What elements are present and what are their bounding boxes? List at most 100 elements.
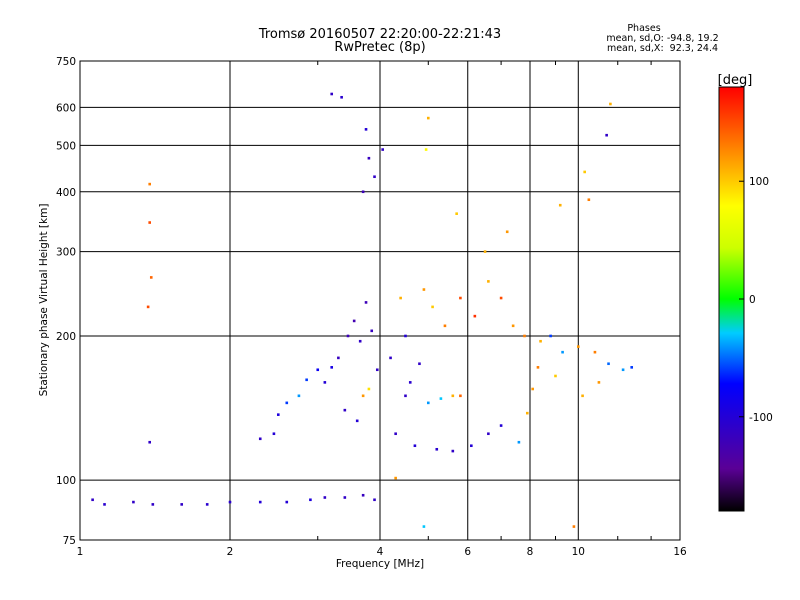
data-point xyxy=(621,368,625,372)
data-point xyxy=(525,411,529,415)
data-point xyxy=(361,394,365,398)
chart-subtitle: RwPretec (8p) xyxy=(334,40,426,55)
data-point xyxy=(272,432,276,436)
colorbar-tick-label: 0 xyxy=(749,294,756,306)
data-point xyxy=(523,334,526,338)
data-point xyxy=(148,182,152,186)
data-point xyxy=(607,362,610,366)
y-tick-labels: 75 100 200 300 400 500 600 750 xyxy=(56,56,76,547)
data-point xyxy=(148,221,152,224)
data-point xyxy=(439,397,443,400)
data-point xyxy=(367,387,371,391)
data-point xyxy=(418,362,421,366)
data-point xyxy=(323,496,327,499)
colorbar-tick-label: -100 xyxy=(749,412,773,424)
colorbar-label: [deg] xyxy=(718,73,753,88)
x-tick-labels: 1 2 4 6 8 10 16 xyxy=(77,546,687,558)
data-points xyxy=(91,92,634,528)
data-point xyxy=(443,324,447,328)
data-point xyxy=(330,366,334,369)
y-tick-label: 100 xyxy=(56,475,76,487)
data-point xyxy=(132,500,135,504)
data-point xyxy=(337,356,340,360)
data-point xyxy=(364,128,368,131)
data-point xyxy=(370,329,374,333)
data-point xyxy=(340,95,343,99)
data-point xyxy=(499,296,503,300)
x-tick-label: 8 xyxy=(527,546,534,558)
x-tick-label: 2 xyxy=(227,546,234,558)
data-point xyxy=(148,440,152,444)
data-point xyxy=(91,498,94,502)
data-point xyxy=(593,350,597,354)
y-tick-label: 300 xyxy=(56,247,76,259)
data-point xyxy=(487,280,490,283)
colorbar-ticks: 100 0 -100 xyxy=(739,176,773,424)
data-point xyxy=(408,381,412,384)
data-point xyxy=(151,503,155,506)
data-point xyxy=(609,102,612,106)
data-point xyxy=(323,381,327,384)
x-tick-label: 10 xyxy=(572,546,585,558)
data-point xyxy=(587,198,591,202)
data-point xyxy=(297,394,301,398)
plot-frame xyxy=(79,60,681,541)
data-point xyxy=(539,339,542,343)
y-tick-label: 750 xyxy=(56,56,76,68)
y-tick-label: 500 xyxy=(56,140,76,152)
data-point xyxy=(404,334,407,338)
data-point xyxy=(375,368,379,372)
data-point xyxy=(373,498,376,502)
data-point xyxy=(276,413,280,416)
x-tick-label: 4 xyxy=(377,546,384,558)
phases-heading: Phases xyxy=(627,23,661,34)
data-point xyxy=(605,133,608,137)
data-point xyxy=(470,444,473,448)
data-point xyxy=(435,447,439,451)
data-point xyxy=(373,175,376,179)
data-point xyxy=(424,148,428,151)
data-point xyxy=(149,276,153,279)
data-point xyxy=(364,301,368,304)
data-point xyxy=(389,356,392,360)
data-point xyxy=(413,444,417,448)
data-point xyxy=(487,432,490,436)
data-point xyxy=(352,319,356,323)
data-point xyxy=(285,401,289,405)
data-point xyxy=(343,408,347,412)
data-point xyxy=(517,440,521,444)
x-tick-label: 1 xyxy=(77,546,84,558)
y-axis-label: Stationary phase Virtual Height [km] xyxy=(38,204,50,397)
y-tick-label: 400 xyxy=(56,187,76,199)
data-point xyxy=(355,419,359,423)
data-point xyxy=(394,432,397,436)
data-point xyxy=(367,156,371,160)
data-point xyxy=(404,394,407,398)
data-point xyxy=(305,378,308,382)
data-point xyxy=(258,437,262,441)
data-point xyxy=(597,381,601,384)
data-point xyxy=(426,116,430,120)
data-point xyxy=(561,350,564,354)
data-point xyxy=(554,374,557,378)
data-point xyxy=(426,401,430,405)
data-point xyxy=(399,296,402,300)
data-point xyxy=(422,288,426,291)
phases-o-line: mean, sd,O: -94.8, 19.2 xyxy=(606,33,719,44)
data-point xyxy=(346,334,350,338)
data-point xyxy=(180,503,184,506)
data-point xyxy=(361,493,365,497)
x-tick-label: 6 xyxy=(464,546,471,558)
y-tick-label: 75 xyxy=(63,535,76,547)
data-point xyxy=(358,339,362,343)
chart-title: Tromsø 20160507 22:20:00-22:21:43 xyxy=(258,27,502,42)
data-point xyxy=(581,394,584,398)
data-point xyxy=(451,449,455,453)
colorbar-tick-label: 100 xyxy=(749,176,769,188)
data-point xyxy=(394,476,397,480)
data-point xyxy=(258,500,262,504)
data-point xyxy=(505,230,509,234)
data-point xyxy=(316,368,320,372)
